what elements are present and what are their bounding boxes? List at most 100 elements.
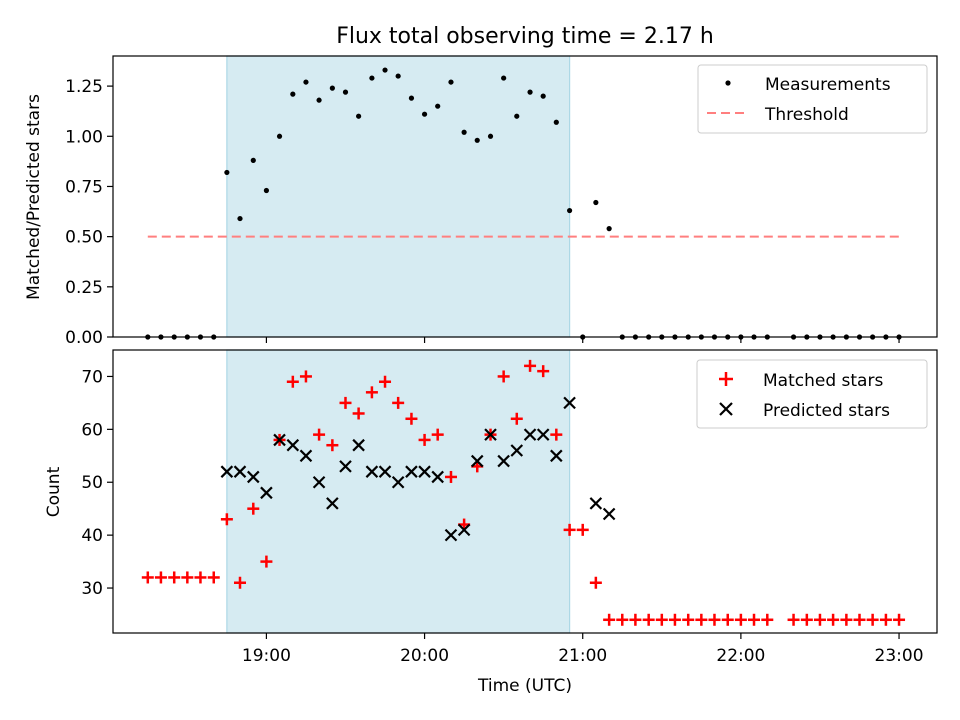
- chart-title: Flux total observing time = 2.17 h: [336, 24, 714, 49]
- matched-star-point: [576, 523, 589, 536]
- top-ytick-label: 0.00: [65, 328, 103, 348]
- top-ticks: 0.00 0.25 0.50 0.75 1.00 1.25: [65, 77, 900, 348]
- matched-star-point: [405, 412, 418, 425]
- measurement-point: [250, 157, 256, 163]
- top-legend-box: [697, 64, 928, 134]
- bottom-xtick-label: 20:00: [400, 646, 449, 666]
- measurement-point: [369, 75, 375, 81]
- matched-star-point: [524, 359, 537, 372]
- matched-star-point: [721, 613, 734, 626]
- matched-star-point: [286, 375, 299, 388]
- top-ytick-label: 0.50: [65, 228, 103, 248]
- measurement-point: [514, 113, 520, 119]
- predicted-star-point: [457, 523, 471, 537]
- predicted-star-point: [536, 428, 550, 441]
- matched-star-point: [695, 613, 708, 626]
- matched-star-point: [234, 576, 247, 589]
- bottom-ytick-label: 50: [81, 473, 103, 493]
- measurement-point: [448, 79, 454, 85]
- top-axes-frame: [112, 55, 938, 338]
- matched-star-point: [313, 428, 326, 441]
- measurement-point: [276, 133, 283, 139]
- matched-star-point: [431, 428, 444, 441]
- matched-star-point: [879, 613, 892, 626]
- matched-star-point: [761, 613, 774, 626]
- predicted-star-point: [484, 428, 497, 441]
- matched-star-point: [537, 365, 550, 378]
- measurement-point: [461, 129, 467, 135]
- bottom-ytick-label: 40: [81, 526, 103, 546]
- measurement-point: [408, 95, 415, 101]
- predicted-star-point: [405, 465, 418, 478]
- measurement-point: [395, 73, 401, 79]
- matched-star-point: [339, 396, 352, 409]
- predicted-star-point: [233, 465, 247, 478]
- matched-star-point: [787, 613, 800, 626]
- predicted-star-point: [326, 497, 339, 510]
- top-ylabel: Matched/Predicted stars: [24, 94, 44, 300]
- matched-star-point: [418, 433, 431, 446]
- bottom-ytick-label: 70: [81, 367, 103, 387]
- matched-star-point: [655, 613, 668, 626]
- bottom-legend-box: [696, 359, 928, 429]
- measurement-point: [237, 215, 243, 222]
- matched-star-point: [392, 396, 405, 409]
- top-span: [226, 55, 571, 338]
- measurement-point: [329, 85, 335, 91]
- predicted-star-point: [550, 449, 563, 463]
- predicted-star-point: [260, 486, 273, 500]
- measurement-point: [303, 79, 309, 85]
- bottom-span: [226, 349, 571, 634]
- legend-label-measurements: Measurements: [765, 75, 891, 95]
- measurement-point: [527, 89, 533, 95]
- matched-star-point: [207, 571, 220, 584]
- predicted-star-point: [339, 460, 352, 473]
- measurement-point: [224, 169, 230, 176]
- matched-star-point: [642, 613, 655, 626]
- matched-star-point: [893, 613, 906, 626]
- matched-star-point: [247, 502, 260, 515]
- predicted-star-point: [563, 396, 576, 410]
- matched-star-point: [326, 439, 339, 452]
- matched-star-point: [141, 571, 154, 584]
- measurement-point: [421, 111, 428, 117]
- predicted-star-point: [312, 475, 326, 489]
- measurement-point: [501, 75, 507, 81]
- predicted-star-point: [510, 444, 524, 457]
- matched-star-point: [181, 571, 194, 584]
- predicted-star-point: [378, 465, 392, 478]
- matched-star-point: [708, 613, 721, 626]
- predicted-star-point: [444, 528, 458, 542]
- predicted-star-point: [391, 475, 405, 489]
- matched-star-point: [840, 613, 853, 626]
- measurement-point: [474, 137, 480, 143]
- bottom-points: [141, 359, 906, 626]
- matched-star-point: [168, 571, 181, 584]
- measurement-point: [593, 199, 599, 206]
- predicted-star-point: [352, 438, 365, 452]
- top-ytick-label: 1.00: [65, 127, 103, 147]
- predicted-star-point: [365, 465, 379, 478]
- matched-star-point: [194, 571, 207, 584]
- top-legend: Measurements Threshold: [697, 64, 928, 134]
- matched-star-point: [866, 613, 879, 626]
- matched-star-point: [629, 613, 642, 626]
- predicted-star-point: [299, 449, 313, 463]
- bottom-axes-frame: [112, 349, 938, 634]
- matched-star-point: [853, 613, 866, 626]
- matched-star-point: [827, 613, 840, 626]
- legend-marker-predicted: [719, 402, 733, 416]
- matched-star-point: [510, 412, 523, 425]
- matched-star-point: [563, 523, 576, 536]
- matched-star-point: [813, 613, 826, 626]
- matched-star-point: [603, 613, 616, 626]
- matched-star-point: [589, 576, 602, 589]
- measurement-point: [263, 187, 270, 194]
- measurement-point: [553, 119, 559, 125]
- predicted-star-point: [497, 454, 510, 468]
- measurement-point: [487, 133, 494, 139]
- bottom-legend: Matched stars Predicted stars: [696, 359, 928, 429]
- matched-star-point: [616, 613, 629, 626]
- measurement-point: [290, 91, 296, 97]
